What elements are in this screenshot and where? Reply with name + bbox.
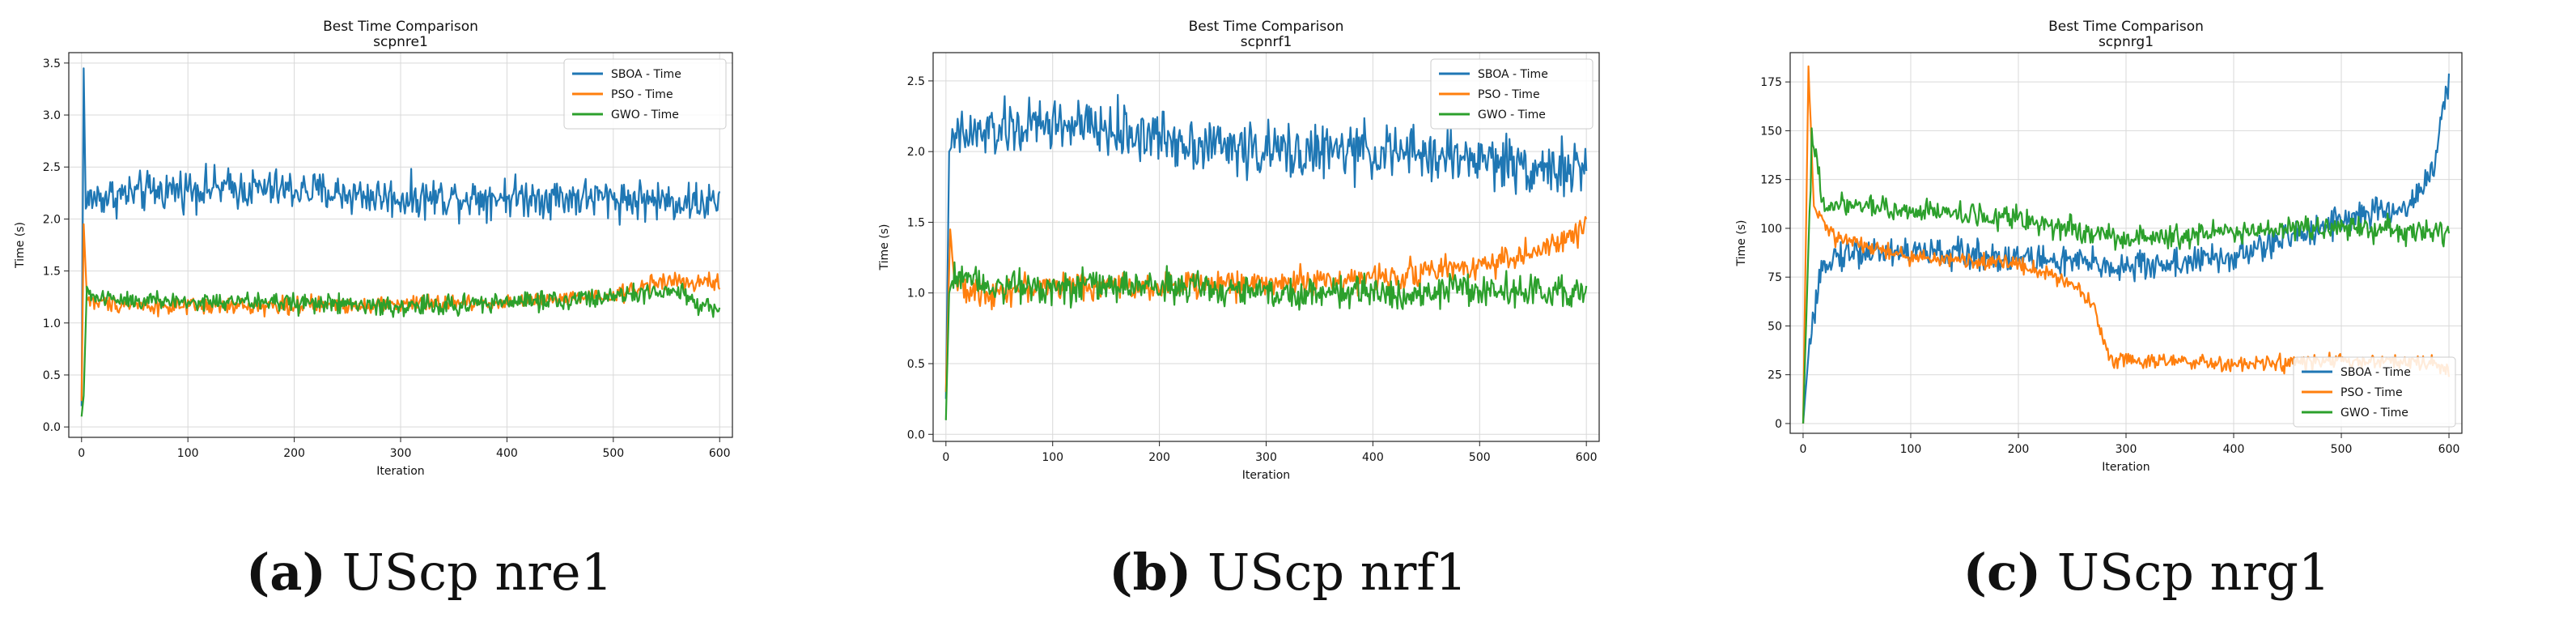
y-tick-label: 125 — [1760, 174, 1782, 187]
legend-label-sboa: SBOA - Time — [2340, 366, 2411, 379]
x-tick-label: 0 — [78, 447, 85, 460]
legend-label-sboa: SBOA - Time — [1478, 68, 1548, 81]
x-tick-label: 500 — [2331, 443, 2353, 456]
y-tick-label: 25 — [1768, 369, 1782, 382]
legend-box — [1430, 58, 1594, 130]
x-tick-label: 600 — [1576, 451, 1598, 464]
series-line-sboa — [944, 93, 1588, 399]
y-tick-label: 0.0 — [907, 428, 925, 441]
caption-c: (c) UScp nrg1 — [1717, 543, 2576, 602]
caption-a-label: (a) — [245, 543, 326, 602]
y-tick-label: 1.0 — [43, 317, 61, 330]
x-tick-label: 0 — [942, 451, 949, 464]
legend-label-sboa: SBOA - Time — [611, 68, 681, 81]
caption-b: (b) UScp nrf1 — [859, 543, 1717, 602]
x-tick-label: 600 — [709, 447, 731, 460]
chart-panel-a: 0 100 200 300 400 500 600 0.0 0.5 1.0 1.5 2.0 2.5 3.0… — [0, 0, 859, 639]
legend: SBOA - Time PSO - Time GWO - Time — [2293, 356, 2456, 428]
caption-a-text: UScp nre1 — [325, 543, 613, 602]
legend-label-pso: PSO - Time — [1478, 88, 1540, 101]
x-tick-label: 500 — [1469, 451, 1491, 464]
caption-b-text: UScp nrf1 — [1191, 543, 1467, 602]
series-line-pso — [80, 223, 721, 402]
y-tick-label: 3.5 — [43, 58, 61, 70]
legend-label-gwo: GWO - Time — [611, 109, 679, 121]
y-axis-label: Time (s) — [1735, 220, 1748, 267]
y-tick-label: 175 — [1760, 76, 1782, 89]
y-tick-label: 1.5 — [907, 216, 925, 229]
x-tick-label: 400 — [2223, 443, 2245, 456]
y-tick-label: 2.5 — [907, 75, 925, 88]
y-tick-label: 2.0 — [43, 213, 61, 226]
chart-panel-b: 0 100 200 300 400 500 600 0.0 0.5 1.0 1.5 2.0 2.5 Bes… — [859, 0, 1717, 639]
y-tick-label: 50 — [1768, 320, 1782, 333]
chart-title: Best Time Comparison — [1189, 19, 1344, 35]
series-line-gwo — [944, 261, 1588, 420]
legend: SBOA - Time PSO - Time GWO - Time — [1430, 58, 1594, 130]
x-tick-label: 100 — [1042, 451, 1063, 464]
legend-label-pso: PSO - Time — [2340, 386, 2403, 399]
x-axis-label: Iteration — [376, 465, 424, 478]
x-tick-label: 300 — [1255, 451, 1277, 464]
x-tick-label: 400 — [1362, 451, 1384, 464]
chart-subtitle: scpnrf1 — [1241, 34, 1292, 50]
x-axis-label: Iteration — [2102, 461, 2149, 474]
y-tick-label: 100 — [1760, 223, 1782, 236]
chart-title: Best Time Comparison — [2048, 19, 2204, 35]
x-tick-label: 100 — [1900, 443, 1922, 456]
y-axis-label: Time (s) — [14, 222, 27, 269]
y-tick-label: 75 — [1768, 271, 1782, 284]
legend-box — [563, 58, 727, 130]
x-tick-label: 500 — [602, 447, 624, 460]
y-axis-label: Time (s) — [878, 224, 891, 271]
chart-panel-c: 0 100 200 300 400 500 600 0 25 50 75 100 125 150 175 Be… — [1717, 0, 2576, 639]
chart-a: 0 100 200 300 400 500 600 0.0 0.5 1.0 1.5 2.0 2.5 3.0… — [14, 19, 733, 478]
x-tick-label: 200 — [283, 447, 305, 460]
caption-a: (a) UScp nre1 — [0, 543, 859, 602]
chart-subtitle: scpnrg1 — [2099, 34, 2154, 50]
legend-box — [2293, 356, 2456, 428]
x-tick-label: 600 — [2438, 443, 2460, 456]
series-line-gwo — [80, 282, 721, 417]
caption-c-label: (c) — [1963, 543, 2042, 602]
chart-title: Best Time Comparison — [323, 19, 478, 35]
chart-b: 0 100 200 300 400 500 600 0.0 0.5 1.0 1.5 2.0 2.5 Bes… — [878, 19, 1600, 482]
legend-label-pso: PSO - Time — [611, 88, 673, 101]
legend: SBOA - Time PSO - Time GWO - Time — [563, 58, 727, 130]
y-tick-label: 3.0 — [43, 109, 61, 122]
x-tick-label: 300 — [2116, 443, 2137, 456]
x-tick-label: 400 — [496, 447, 518, 460]
y-tick-label: 1.5 — [43, 266, 61, 279]
x-tick-label: 200 — [2008, 443, 2030, 456]
y-tick-label: 1.0 — [907, 288, 925, 300]
y-tick-label: 0 — [1775, 418, 1782, 431]
y-tick-label: 0.0 — [43, 421, 61, 434]
series-line-sboa — [80, 67, 721, 407]
x-tick-label: 100 — [177, 447, 199, 460]
chart-subtitle: scpnre1 — [373, 34, 428, 50]
caption-b-label: (b) — [1109, 543, 1192, 602]
x-tick-label: 0 — [1800, 443, 1807, 456]
series-line-gwo — [1802, 127, 2451, 424]
y-tick-label: 2.5 — [43, 161, 61, 174]
legend-label-gwo: GWO - Time — [2340, 407, 2408, 420]
caption-c-text: UScp nrg1 — [2041, 543, 2331, 602]
y-tick-label: 2.0 — [907, 146, 925, 159]
x-tick-label: 300 — [390, 447, 412, 460]
y-tick-label: 0.5 — [43, 369, 61, 382]
legend-label-gwo: GWO - Time — [1478, 109, 1546, 121]
x-tick-label: 200 — [1148, 451, 1170, 464]
y-tick-label: 0.5 — [907, 358, 925, 371]
x-axis-label: Iteration — [1242, 469, 1290, 482]
chart-c: 0 100 200 300 400 500 600 0 25 50 75 100 125 150 175 Be… — [1735, 19, 2463, 474]
y-tick-label: 150 — [1760, 125, 1782, 138]
